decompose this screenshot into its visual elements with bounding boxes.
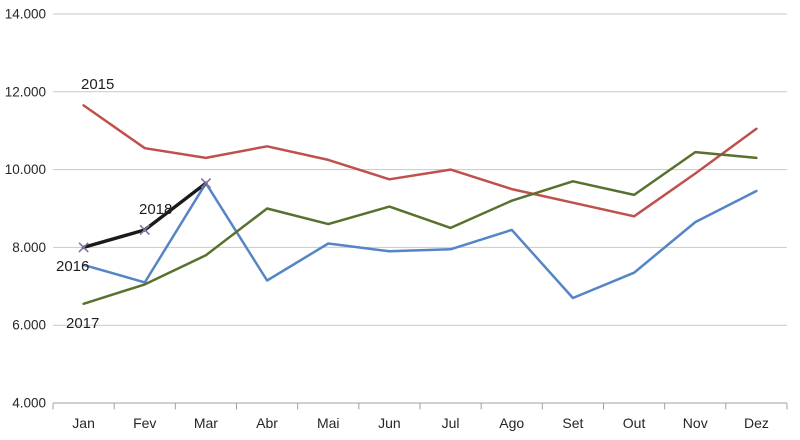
x-axis-tick-label: Nov [683,415,708,431]
series-label-2017: 2017 [66,315,100,332]
x-axis-tick-label: Mai [317,415,340,431]
series-marker-x-2018[interactable] [200,178,211,189]
series-marker-x-2018[interactable] [78,242,89,253]
y-axis-tick-label: 6.000 [12,318,46,333]
x-axis-tick-label: Ago [499,415,524,431]
series-marker-x-2018[interactable] [139,224,150,235]
y-axis-tick-label: 4.000 [12,396,46,411]
y-axis-tick-label: 8.000 [12,240,46,255]
x-axis-tick-label: Jan [72,415,95,431]
series-label-2016: 2016 [56,258,90,275]
series-line-2015[interactable] [82,104,758,218]
x-axis-tick-label: Dez [744,415,769,431]
series-line-2016[interactable] [82,181,758,300]
series-label-2015: 2015 [81,76,115,93]
x-axis-tick-label: Mar [194,415,218,431]
x-axis-tick-label: Set [562,415,583,431]
series-label-2018: 2018 [139,201,173,218]
y-axis-tick-label: 14.000 [5,7,46,22]
x-axis-tick-label: Fev [133,415,156,431]
x-axis-tick-label: Jul [442,415,460,431]
y-axis-tick-label: 10.000 [5,162,46,177]
x-axis-tick-label: Jun [378,415,401,431]
y-axis-tick-label: 12.000 [5,84,46,99]
x-axis-tick-label: Out [623,415,646,431]
x-axis-tick-label: Abr [256,415,278,431]
series-line-2017[interactable] [82,150,758,306]
